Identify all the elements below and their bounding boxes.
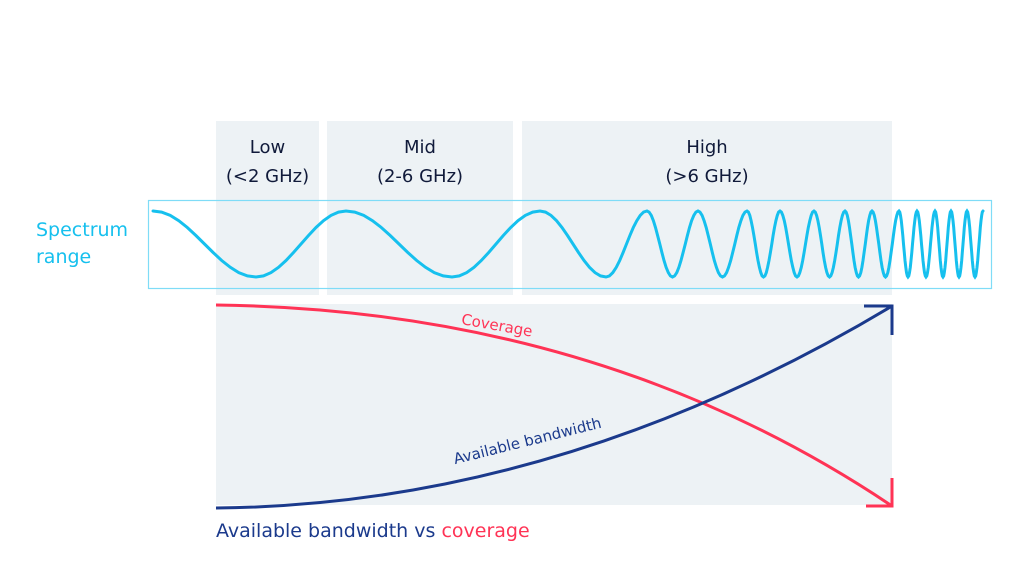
band-range: (<2 GHz) — [225, 166, 310, 187]
band-low: Low (<2 GHz) — [216, 121, 319, 295]
coverage-arrowhead — [866, 478, 894, 508]
spectrum-frame — [147, 199, 993, 290]
bandwidth-curve — [215, 304, 893, 510]
caption-vs: vs — [408, 520, 442, 542]
band-mid: Mid (2-6 GHz) — [327, 121, 513, 295]
caption: Available bandwidth vs coverage — [216, 520, 530, 542]
spectrum-wave — [151, 208, 985, 280]
spectrum-range-label: Spectrum range — [36, 217, 128, 271]
band-name: Low — [249, 137, 286, 158]
band-name: Mid — [404, 137, 436, 158]
spectrum-label-line2: range — [36, 246, 92, 268]
band-range: (2-6 GHz) — [376, 166, 464, 187]
tradeoff-area — [216, 304, 892, 505]
coverage-curve — [215, 303, 893, 508]
band-range: (>6 GHz) — [665, 166, 749, 187]
caption-coverage: coverage — [441, 520, 530, 542]
band-name: High — [686, 137, 728, 158]
band-high: High (>6 GHz) — [522, 121, 892, 295]
spectrum-label-line1: Spectrum — [36, 219, 129, 241]
bandwidth-arrowhead — [864, 304, 894, 335]
caption-bandwidth: Available bandwidth — [216, 520, 409, 542]
